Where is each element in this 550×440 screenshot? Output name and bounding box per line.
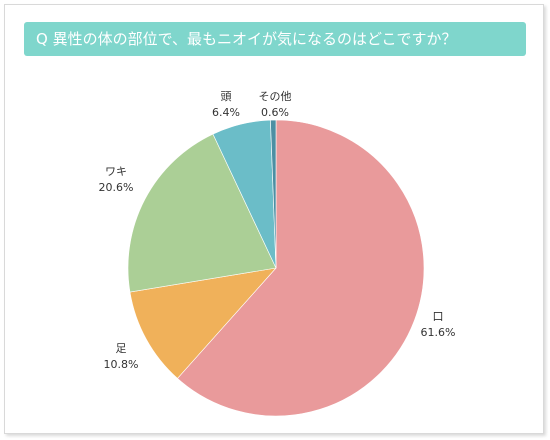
slice-value-label: 6.4% bbox=[212, 106, 240, 119]
chart-title: Q 異性の体の部位で、最もニオイが気になるのはどこですか？ bbox=[24, 22, 526, 56]
slice-label: その他 bbox=[259, 90, 292, 103]
slice-label: 口 bbox=[433, 310, 444, 323]
slice-label: 頭 bbox=[221, 90, 232, 103]
pie-slice bbox=[270, 119, 277, 269]
pie-slice bbox=[177, 119, 425, 417]
slice-value-label: 20.6% bbox=[99, 181, 134, 194]
slice-label: ワキ bbox=[105, 165, 127, 178]
slice-value-label: 0.6% bbox=[261, 106, 289, 119]
slice-value-label: 61.6% bbox=[421, 326, 456, 339]
slice-value-label: 10.8% bbox=[104, 358, 139, 371]
slice-label: 足 bbox=[116, 342, 127, 355]
pie-slice bbox=[129, 267, 277, 379]
pie-slice bbox=[127, 133, 277, 293]
